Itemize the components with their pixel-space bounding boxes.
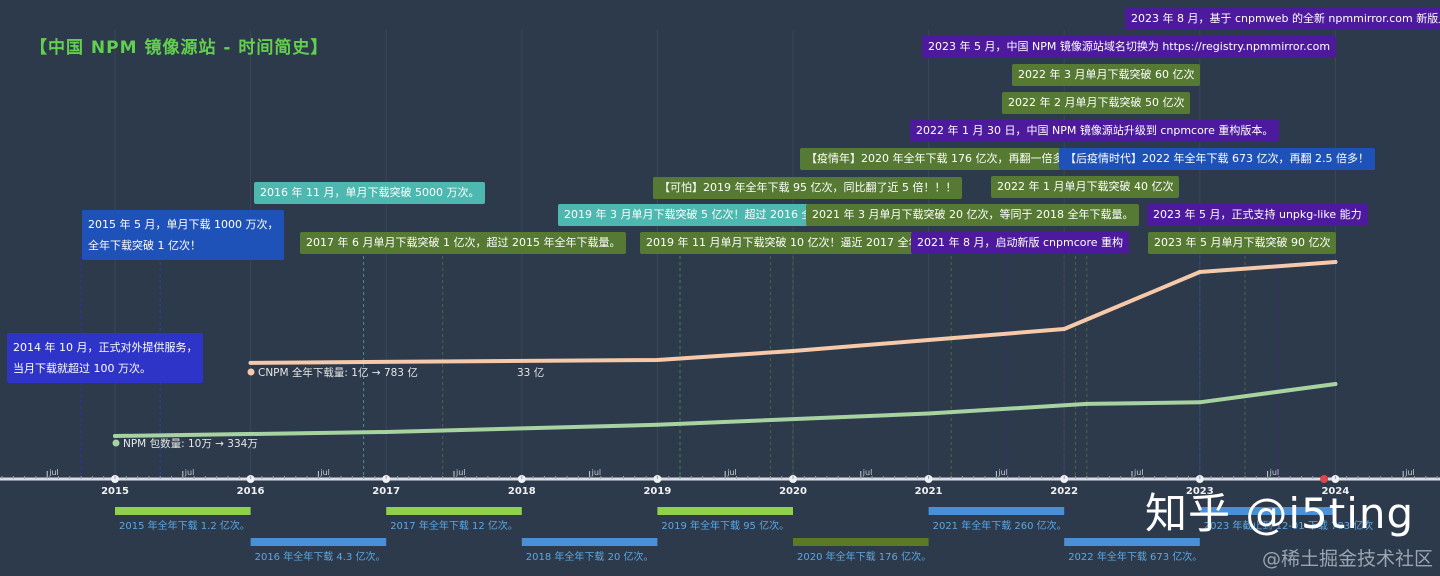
yearly-bar [1199, 507, 1336, 515]
year-tick-label: 2024 [1321, 486, 1349, 497]
series-legend-dot [247, 368, 255, 376]
series-label: NPM 包数量: 10万 → 334万 [123, 437, 258, 450]
npm-point [655, 422, 660, 427]
yearly-bar [928, 507, 1065, 515]
yearly-bar [657, 507, 793, 515]
event-callout: 【疫情年】2020 年全年下载 176 亿次，再翻一倍多！ [800, 148, 1081, 170]
minor-tick-label: jul [997, 468, 1008, 477]
yearly-bar [250, 538, 387, 546]
yearly-bar-label: 2018 年全年下载 20 亿次。 [526, 550, 654, 563]
minor-tick-label: jul [1404, 468, 1415, 477]
event-callout: 2019 年 11 月单月下载突破 10 亿次！逼近 2017 全年。 [640, 232, 937, 254]
yearly-bar-label: 2021 年全年下载 260 亿次。 [933, 519, 1067, 532]
yearly-bar-label: 2020 年全年下载 176 亿次。 [797, 550, 931, 563]
yearly-bar-label: 2019 年全年下载 95 亿次。 [661, 519, 789, 532]
year-tick-label: 2021 [915, 486, 943, 497]
year-tick-label: 2018 [508, 486, 536, 497]
minor-tick-label: jul [184, 468, 195, 477]
cnpm-point [791, 349, 795, 353]
npm-point [1333, 382, 1338, 386]
event-callout: 2022 年 1 月单月下载突破 40 亿次 [991, 176, 1180, 198]
cnpm-point [1062, 327, 1067, 331]
event-callout: 2019 年 3 月单月下载突破 5 亿次！超过 2016 全年。 [558, 204, 841, 226]
minor-tick-label: jul [1133, 468, 1144, 477]
current-date-marker [1320, 475, 1329, 483]
yearly-bar-label: 2015 年全年下载 1.2 亿次。 [119, 519, 250, 532]
year-tick-label: 2015 [101, 486, 129, 497]
yearly-bar-label: 2022 年全年下载 673 亿次。 [1068, 550, 1202, 563]
event-callout: 2021 年 3 月单月下载突破 20 亿次，等同于 2018 全年下载量。 [806, 204, 1140, 226]
yearly-bar-label: 2016 年全年下载 4.3 亿次。 [255, 550, 386, 563]
yearly-bar [386, 507, 522, 515]
npm-point [1197, 400, 1202, 405]
minor-tick-label: jul [862, 468, 873, 477]
yearly-bar [521, 538, 658, 546]
cnpm-point [248, 360, 253, 365]
minor-tick-label: jul [726, 468, 737, 477]
event-callout: 2023 年 5 月单月下载突破 90 亿次 [1148, 232, 1337, 254]
cnpm-point [655, 358, 660, 362]
minor-tick-label: jul [48, 468, 59, 477]
event-callout: 2022 年 2 月单月下载突破 50 亿次 [1002, 92, 1191, 114]
cnpm-point [926, 338, 931, 342]
event-callout: 【后疫情时代】2022 年全年下载 673 亿次，再翻 2.5 倍多！ [1059, 148, 1375, 170]
event-callout: 【可怕】2019 年全年下载 95 亿次，同比翻了近 5 倍！！！ [653, 177, 963, 199]
year-tick-label: 2023 [1186, 486, 1214, 497]
npm-point [384, 429, 389, 434]
npm-point [113, 434, 117, 438]
series-label: CNPM 全年下载量: 1亿 → 783 亿 [258, 366, 418, 379]
npm-point [1084, 401, 1089, 406]
yearly-bar-label: 2017 年全年下载 12 亿次。 [390, 519, 518, 532]
event-callout: 2022 年 3 月单月下载突破 60 亿次 [1012, 64, 1201, 86]
npm-packages-line [113, 382, 1338, 438]
yearly-bar [115, 507, 251, 515]
event-callout: 2014 年 10 月，正式对外提供服务， 当月下载就超过 100 万次。 [7, 333, 204, 383]
year-tick-label: 2019 [643, 486, 671, 497]
minor-tick-label: jul [455, 468, 466, 477]
event-callout: 2023 年 5 月，正式支持 unpkg-like 能力 [1147, 204, 1368, 226]
year-tick-label: 2022 [1050, 486, 1078, 497]
watermark-main: 知乎 @i5ting [1145, 489, 1415, 538]
event-callout: 2023 年 8 月，基于 cnpmweb 的全新 npmmirror.com … [1125, 8, 1440, 30]
event-callout: 2017 年 6 月单月下载突破 1 亿次，超过 2015 年全年下载量。 [300, 232, 627, 254]
series-label-fragment: 33 亿 [517, 366, 544, 379]
cnpm-point [1197, 270, 1202, 274]
minor-tick-label: jul [319, 468, 330, 477]
npm-point [926, 411, 931, 416]
year-tick-label: 2020 [779, 486, 807, 497]
event-callout: 2023 年 5 月，中国 NPM 镜像源站域名切换为 https://regi… [922, 36, 1337, 58]
minor-tick-label: jul [1269, 468, 1280, 477]
event-callout: 2016 年 11 月，单月下载突破 5000 万次。 [254, 182, 486, 204]
event-callout: 2015 年 5 月，单月下载 1000 万次， 全年下载突破 1 亿次！ [82, 210, 285, 260]
year-tick-label: 2016 [237, 486, 265, 497]
watermark-sub: @稀土掘金技术社区 [1262, 548, 1434, 570]
yearly-bar [793, 538, 929, 546]
event-callout: 2021 年 8 月，启动新版 cnpmcore 重构 [911, 232, 1130, 254]
cnpm-point [1333, 260, 1338, 264]
series-legend-dot [112, 439, 120, 447]
minor-tick-label: jul [591, 468, 602, 477]
event-callout: 2022 年 1 月 30 日，中国 NPM 镜像源站升级到 cnpmcore … [910, 120, 1280, 142]
yearly-bar-label: 2023 年截止到 12-01 下载 783 亿次 [1204, 519, 1374, 532]
page-title: 【中国 NPM 镜像源站 - 时间简史】 [30, 38, 329, 58]
yearly-bar [1064, 538, 1200, 546]
year-tick-label: 2017 [372, 486, 400, 497]
